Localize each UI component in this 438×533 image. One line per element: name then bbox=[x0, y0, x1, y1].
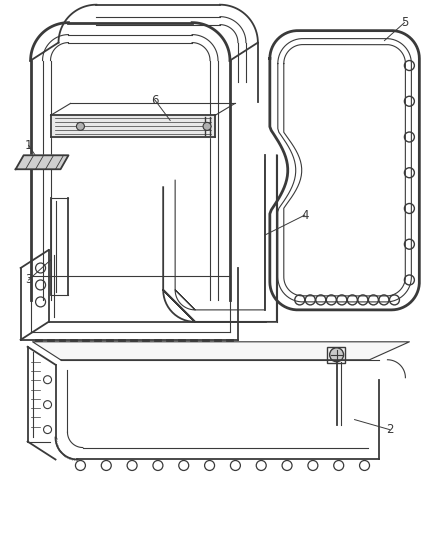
Text: 2: 2 bbox=[386, 423, 393, 436]
Bar bbox=[327, 347, 345, 363]
Text: 5: 5 bbox=[401, 16, 408, 29]
Polygon shape bbox=[16, 155, 68, 169]
Polygon shape bbox=[32, 342, 410, 360]
Text: 6: 6 bbox=[152, 94, 159, 107]
Text: 3: 3 bbox=[25, 273, 32, 286]
Text: 1: 1 bbox=[25, 139, 32, 152]
Polygon shape bbox=[50, 116, 215, 138]
Text: 4: 4 bbox=[301, 208, 308, 222]
Circle shape bbox=[330, 348, 343, 362]
Circle shape bbox=[77, 123, 85, 131]
Circle shape bbox=[203, 123, 211, 131]
